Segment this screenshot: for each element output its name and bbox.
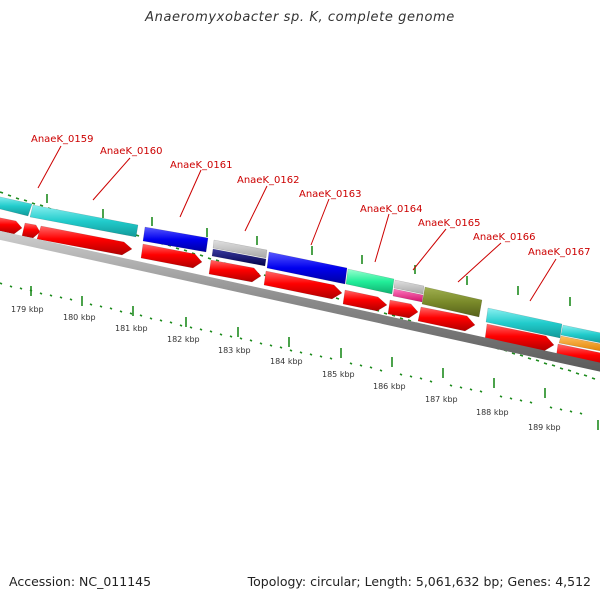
feature-track (0, 196, 600, 352)
cds-arrow (0, 217, 23, 235)
kbp-label: 179 kbp (11, 305, 44, 314)
locus-label: AnaeK_0161 (170, 160, 232, 171)
feature-blue-2 (266, 251, 348, 285)
feature-cyan-2 (29, 204, 139, 238)
kbp-label: 189 kbp (528, 423, 561, 432)
locus-leader-lines (37, 145, 557, 302)
locus-label: AnaeK_0160 (100, 146, 162, 157)
feature-cyan-3 (485, 307, 563, 339)
feature-mint-1 (345, 268, 395, 295)
accession-text: Accession: NC_011145 (9, 574, 152, 589)
cds-arrow (21, 222, 41, 239)
kbp-label: 186 kbp (373, 382, 406, 391)
feature-orange-1 (558, 335, 600, 352)
kbp-label: 187 kbp (425, 395, 458, 404)
cds-arrow (484, 323, 555, 352)
locus-label: AnaeK_0164 (360, 204, 422, 215)
feature-blue-1 (142, 226, 209, 253)
feature-pink-1 (392, 288, 424, 303)
kbp-label: 184 kbp (270, 357, 303, 366)
cds-arrow (263, 270, 343, 300)
footer: Accession: NC_011145 Topology: circular;… (0, 574, 600, 590)
kbp-label: 183 kbp (218, 346, 251, 355)
kbp-label: 185 kbp (322, 370, 355, 379)
cds-arrow (417, 306, 476, 332)
cds-arrow (36, 225, 133, 256)
page-title: Anaeromyxobacter sp. K, complete genome (145, 10, 455, 25)
feature-grey-2 (393, 279, 425, 295)
locus-label: AnaeK_0162 (237, 175, 299, 186)
kbp-labels: 179 kbp 180 kbp 181 kbp 182 kbp 183 kbp … (11, 305, 561, 432)
locus-label: AnaeK_0165 (418, 218, 480, 229)
genome-backbone (0, 230, 600, 372)
feature-cyan-4 (560, 324, 600, 344)
kbp-tick-row (0, 282, 599, 430)
feature-grey-1 (212, 239, 268, 259)
locus-label: AnaeK_0167 (528, 247, 590, 258)
cds-arrow (387, 299, 419, 319)
cds-arrow (140, 243, 203, 269)
cds-arrow (208, 259, 262, 283)
feature-cyan-1 (0, 196, 33, 217)
locus-labels: AnaeK_0159 AnaeK_0160 AnaeK_0161 AnaeK_0… (31, 134, 590, 258)
feature-navy-1 (211, 248, 267, 267)
kbp-label: 188 kbp (476, 408, 509, 417)
cds-arrow (342, 289, 388, 312)
kbp-label: 181 kbp (115, 324, 148, 333)
kbp-label: 182 kbp (167, 335, 200, 344)
genome-summary-text: Topology: circular; Length: 5,061,632 bp… (247, 574, 591, 589)
locus-label: AnaeK_0159 (31, 134, 93, 145)
locus-label: AnaeK_0163 (299, 189, 361, 200)
kbp-label: 180 kbp (63, 313, 96, 322)
feature-olive-1 (421, 286, 483, 318)
locus-label: AnaeK_0166 (473, 232, 535, 243)
